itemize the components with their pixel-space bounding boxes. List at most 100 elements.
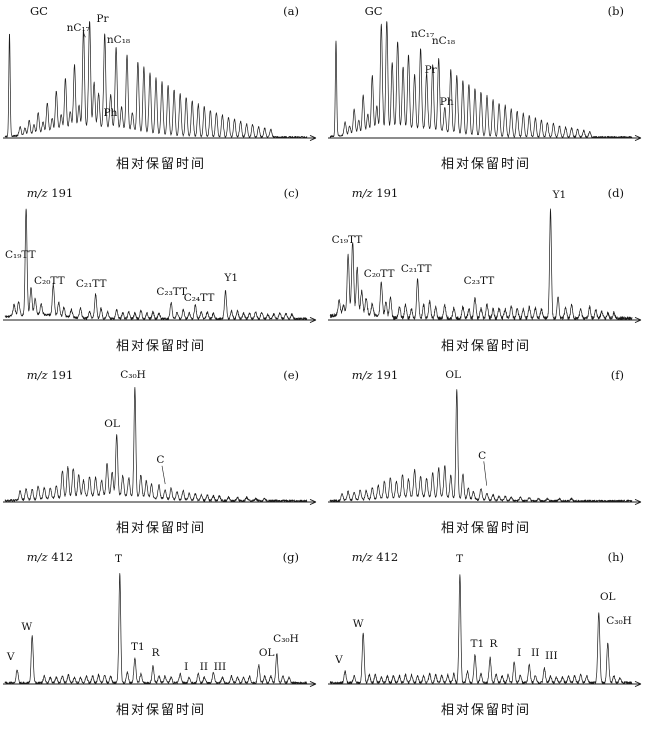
x-axis-arrow bbox=[3, 134, 317, 142]
trace-title-italic: m/z bbox=[26, 186, 48, 200]
chromatogram-panel-g: m/z 412 (g) V W T T1 R I II III OL C₃₀H 相对保留时间 bbox=[0, 546, 325, 728]
peak-label: Pr bbox=[96, 12, 109, 25]
peak-label: T1 bbox=[131, 640, 145, 653]
plot-area: m/z 191 (f) OL C bbox=[326, 364, 648, 516]
panel-tag: (c) bbox=[283, 186, 299, 200]
trace-title-italic: m/z bbox=[26, 368, 48, 382]
peak-label: I bbox=[517, 646, 522, 659]
peak-label: OL bbox=[445, 369, 461, 382]
peak-label: OL bbox=[104, 417, 120, 430]
peak-label: T bbox=[456, 552, 464, 565]
chromatogram-trace bbox=[328, 389, 642, 506]
peak-label: R bbox=[489, 637, 498, 650]
trace-path bbox=[4, 208, 308, 321]
trace-path bbox=[329, 208, 633, 321]
peak-label: C₁₉TT bbox=[4, 249, 36, 262]
trace-title: m/z 412 bbox=[352, 550, 398, 564]
trace-title: m/z 191 bbox=[352, 368, 398, 382]
peak-label: nC₁₇ bbox=[66, 21, 90, 34]
trace-path bbox=[4, 386, 308, 503]
chromatogram-trace bbox=[3, 386, 317, 506]
x-axis-label: 相对保留时间 bbox=[115, 703, 206, 718]
plot-area: GC (b) nC₁₇ nC₁₈ Pr Ph bbox=[326, 0, 648, 152]
trace-title-italic: m/z bbox=[26, 550, 48, 564]
x-axis-arrow bbox=[3, 498, 317, 506]
trace-title-text: 191 bbox=[372, 186, 399, 200]
peak-label: Ph bbox=[103, 106, 118, 119]
trace-title-italic: m/z bbox=[351, 186, 373, 200]
chromatogram-trace bbox=[3, 573, 317, 688]
trace-title: m/z 191 bbox=[352, 186, 398, 200]
peak-label: C₂₁TT bbox=[400, 263, 432, 276]
peak-label: OL bbox=[599, 590, 616, 603]
panel-tag: (g) bbox=[282, 550, 299, 564]
chromatogram-trace bbox=[328, 574, 642, 688]
trace-title-text: 191 bbox=[47, 368, 74, 382]
x-axis-label: 相对保留时间 bbox=[440, 703, 531, 718]
trace-title: m/z 191 bbox=[27, 186, 73, 200]
peak-label: C₃₀H bbox=[606, 614, 632, 627]
peak-label: OL bbox=[258, 646, 275, 659]
trace-path bbox=[329, 574, 633, 685]
trace-title-text: GC bbox=[364, 4, 383, 18]
peak-label: R bbox=[151, 646, 160, 659]
trace-title-italic: m/z bbox=[351, 550, 373, 564]
peak-label: nC₁₈ bbox=[431, 35, 456, 48]
peak-label: III bbox=[545, 649, 558, 662]
chromatogram-trace bbox=[3, 208, 317, 324]
peak-label: nC₁₈ bbox=[106, 33, 131, 46]
plot-area: m/z 191 (e) C₃₀H OL C bbox=[1, 364, 323, 516]
x-axis-label: 相对保留时间 bbox=[440, 521, 531, 536]
trace-path bbox=[4, 573, 308, 685]
peak-label: C bbox=[156, 454, 165, 467]
plot-area: m/z 191 (d) C₁₉TT C₂₀TT C₂₁TT C₂₃TT Y1 bbox=[326, 182, 648, 334]
peak-label: C₂₁TT bbox=[75, 278, 107, 291]
plot-area: m/z 412 (h) V W T T1 R I II III OL C₃₀H bbox=[326, 546, 648, 698]
chromatogram-panel-a: GC (a) Pr nC₁₇ nC₁₈ Ph 相对保留时间 bbox=[0, 0, 325, 182]
chromatogram-panel-f: m/z 191 (f) OL C 相对保留时间 bbox=[325, 364, 650, 546]
label-leader-line bbox=[161, 465, 166, 485]
peak-label: Y1 bbox=[552, 188, 567, 201]
panel-tag: (b) bbox=[607, 4, 624, 18]
chromatogram-panel-d: m/z 191 (d) C₁₉TT C₂₀TT C₂₁TT C₂₃TT Y1 相对保留时… bbox=[325, 182, 650, 364]
chromatogram-panel-b: GC (b) nC₁₇ nC₁₈ Pr Ph 相对保留时间 bbox=[325, 0, 650, 182]
chromatogram-panel-e: m/z 191 (e) C₃₀H OL C 相对保留时间 bbox=[0, 364, 325, 546]
peak-label: C₂₀TT bbox=[33, 275, 65, 288]
x-axis-label: 相对保留时间 bbox=[115, 339, 206, 354]
peak-label: C₂₀TT bbox=[363, 267, 395, 280]
chromatogram-trace bbox=[328, 21, 642, 142]
chromatogram-panel-c: m/z 191 (c) C₁₉TT C₂₀TT C₂₁TT C₂₃TT C₂₄TT Y1 … bbox=[0, 182, 325, 364]
x-axis-label: 相对保留时间 bbox=[115, 521, 206, 536]
trace-path bbox=[329, 389, 633, 503]
peak-label: Y1 bbox=[224, 272, 239, 285]
trace-title-text: GC bbox=[29, 4, 48, 18]
plot-area: m/z 191 (c) C₁₉TT C₂₀TT C₂₁TT C₂₃TT C₂₄TT Y1 bbox=[1, 182, 323, 334]
chromatogram-trace bbox=[328, 208, 642, 324]
trace-title-italic: m/z bbox=[351, 368, 373, 382]
x-axis-arrow bbox=[3, 680, 317, 688]
trace-title-text: 191 bbox=[47, 186, 74, 200]
peak-label: nC₁₇ bbox=[410, 27, 435, 40]
trace-title-text: 412 bbox=[372, 550, 399, 564]
panel-tag: (e) bbox=[283, 368, 299, 382]
trace-path bbox=[4, 21, 308, 139]
peak-label: T bbox=[115, 552, 123, 565]
x-axis-arrow bbox=[328, 134, 642, 142]
peak-label: T1 bbox=[470, 637, 485, 650]
x-axis-arrow bbox=[328, 680, 642, 688]
peak-label: I bbox=[184, 660, 189, 673]
trace-path bbox=[329, 21, 633, 139]
label-leader-line bbox=[82, 31, 86, 38]
peak-label: C₃₀H bbox=[120, 369, 146, 382]
trace-title: GC bbox=[30, 4, 48, 18]
panel-tag: (d) bbox=[607, 186, 624, 200]
peak-label: C₁₉TT bbox=[331, 234, 363, 247]
panel-tag: (a) bbox=[283, 4, 299, 18]
x-axis-arrow bbox=[3, 316, 317, 324]
panel-tag: (f) bbox=[610, 368, 624, 382]
peak-label: W bbox=[352, 617, 364, 630]
chromatogram-panel-h: m/z 412 (h) V W T T1 R I II III OL C₃₀H 相对保留时间 bbox=[325, 546, 650, 728]
peak-label: C₂₄TT bbox=[183, 291, 215, 304]
